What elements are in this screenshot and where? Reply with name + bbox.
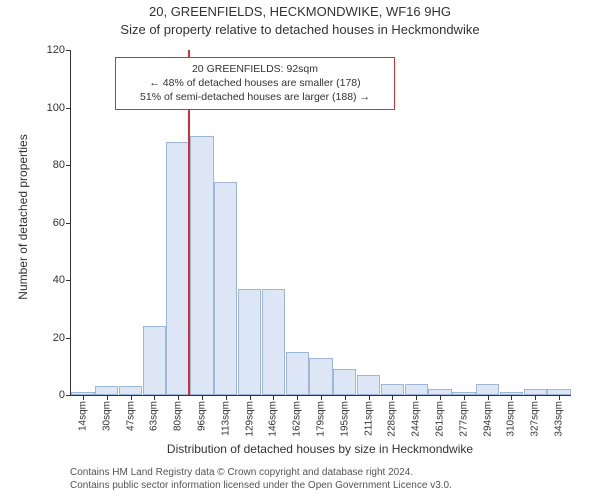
x-tick-label: 113sqm	[220, 401, 231, 436]
x-tick-mark	[154, 395, 155, 400]
x-tick-mark	[107, 395, 108, 400]
histogram-bar	[214, 182, 237, 395]
x-tick-label: 30sqm	[101, 401, 112, 431]
x-tick-label: 14sqm	[77, 401, 88, 431]
x-tick-mark	[464, 395, 465, 400]
y-tick-label: 40	[25, 274, 71, 286]
y-tick-label: 60	[25, 217, 71, 229]
x-tick-label: 179sqm	[316, 401, 327, 437]
x-tick-label: 327sqm	[530, 401, 541, 437]
y-tick-mark	[66, 165, 71, 166]
y-axis-label-wrap: Number of detached properties	[8, 50, 24, 395]
x-tick-mark	[83, 395, 84, 400]
x-tick-mark	[559, 395, 560, 400]
y-tick-label: 0	[25, 389, 71, 401]
x-tick-mark	[488, 395, 489, 400]
x-tick-mark	[511, 395, 512, 400]
x-tick-label: 261sqm	[435, 401, 446, 437]
annotation-line3: 51% of semi-detached houses are larger (…	[124, 90, 386, 104]
x-tick-mark	[178, 395, 179, 400]
footer-attribution: Contains HM Land Registry data © Crown c…	[70, 466, 590, 492]
y-tick-mark	[66, 223, 71, 224]
x-tick-mark	[297, 395, 298, 400]
x-tick-mark	[273, 395, 274, 400]
histogram-bar	[405, 384, 428, 396]
y-tick-mark	[66, 395, 71, 396]
y-tick-label: 20	[25, 332, 71, 344]
histogram-bar	[238, 289, 261, 395]
histogram-bar	[143, 326, 166, 395]
x-tick-mark	[440, 395, 441, 400]
annotation-line2: ← 48% of detached houses are smaller (17…	[124, 76, 386, 90]
x-tick-mark	[226, 395, 227, 400]
x-tick-mark	[535, 395, 536, 400]
x-tick-label: 80sqm	[173, 401, 184, 431]
chart-title-line2: Size of property relative to detached ho…	[0, 22, 600, 37]
histogram-bar	[286, 352, 309, 395]
x-tick-label: 47sqm	[125, 401, 136, 431]
chart-title-line1: 20, GREENFIELDS, HECKMONDWIKE, WF16 9HG	[0, 4, 600, 19]
x-tick-mark	[321, 395, 322, 400]
histogram-bar	[476, 384, 499, 396]
chart-root: 20, GREENFIELDS, HECKMONDWIKE, WF16 9HG …	[0, 0, 600, 500]
x-tick-mark	[345, 395, 346, 400]
plot-area: 20 GREENFIELDS: 92sqm ← 48% of detached …	[70, 50, 571, 396]
y-tick-mark	[66, 280, 71, 281]
x-tick-mark	[202, 395, 203, 400]
y-tick-label: 120	[25, 44, 71, 56]
histogram-bar	[357, 375, 380, 395]
y-tick-mark	[66, 50, 71, 51]
x-tick-mark	[392, 395, 393, 400]
x-tick-label: 63sqm	[149, 401, 160, 431]
x-tick-mark	[131, 395, 132, 400]
x-tick-label: 195sqm	[339, 401, 350, 437]
x-tick-label: 228sqm	[387, 401, 398, 437]
y-tick-label: 80	[25, 159, 71, 171]
annotation-line1: 20 GREENFIELDS: 92sqm	[124, 62, 386, 76]
histogram-bar	[333, 369, 356, 395]
annotation-box: 20 GREENFIELDS: 92sqm ← 48% of detached …	[115, 57, 395, 110]
x-tick-label: 277sqm	[458, 401, 469, 437]
footer-line1: Contains HM Land Registry data © Crown c…	[70, 466, 590, 479]
x-tick-label: 244sqm	[411, 401, 422, 437]
histogram-bar	[166, 142, 189, 395]
x-tick-mark	[416, 395, 417, 400]
x-tick-label: 129sqm	[244, 401, 255, 437]
histogram-bar	[119, 386, 142, 395]
histogram-bar	[309, 358, 332, 395]
x-tick-label: 343sqm	[554, 401, 565, 437]
x-tick-label: 146sqm	[268, 401, 279, 437]
histogram-bar	[95, 386, 118, 395]
x-tick-label: 162sqm	[292, 401, 303, 437]
x-axis-label: Distribution of detached houses by size …	[70, 442, 570, 456]
x-tick-label: 310sqm	[506, 401, 517, 437]
y-tick-mark	[66, 338, 71, 339]
histogram-bar	[381, 384, 404, 396]
x-tick-label: 96sqm	[196, 401, 207, 431]
footer-line2: Contains public sector information licen…	[70, 479, 590, 492]
histogram-bar	[190, 136, 213, 395]
y-tick-label: 100	[25, 102, 71, 114]
y-tick-mark	[66, 108, 71, 109]
histogram-bar	[262, 289, 285, 395]
x-tick-mark	[250, 395, 251, 400]
x-tick-label: 294sqm	[482, 401, 493, 437]
x-tick-mark	[369, 395, 370, 400]
x-tick-label: 211sqm	[363, 401, 374, 436]
